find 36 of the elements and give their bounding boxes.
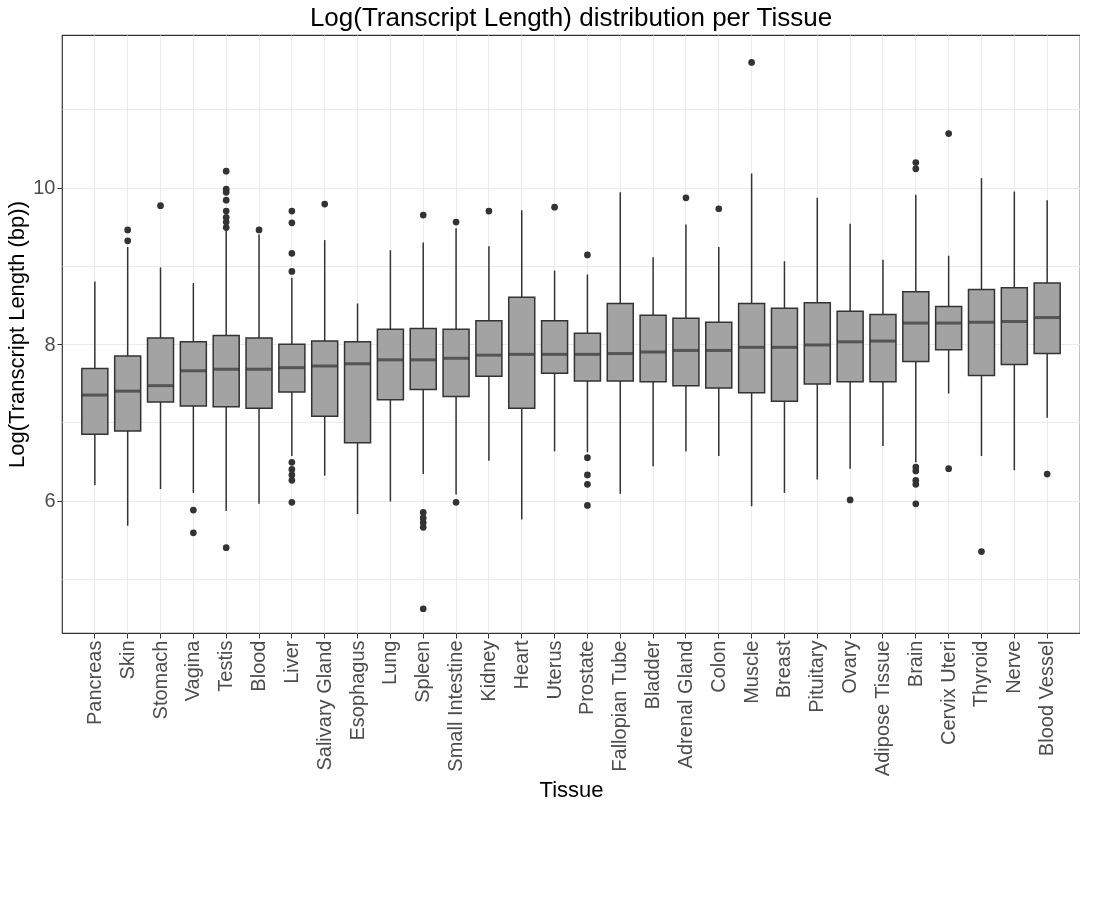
x-tick-label: Bladder <box>641 640 664 710</box>
x-tick-label: Muscle <box>739 640 762 704</box>
x-tick-label: Adrenal Gland <box>673 640 696 769</box>
x-tick-label: Vagina <box>181 639 204 702</box>
x-tick-label: Breast <box>772 640 795 699</box>
x-tick-label: Spleen <box>411 640 434 703</box>
x-tick-label: Salivary Gland <box>312 640 335 771</box>
x-tick-label: Lung <box>378 640 401 685</box>
x-tick-label: Prostate <box>575 640 598 715</box>
x-tick-label: Brain <box>903 640 926 688</box>
x-tick-label: Nerve <box>1002 640 1025 694</box>
y-tick-label: 10 <box>33 176 56 199</box>
x-tick-label: Stomach <box>148 640 171 720</box>
x-tick-label: Fallopian Tube <box>608 640 631 772</box>
x-tick-label: Skin <box>115 640 138 680</box>
y-tick-label: 6 <box>44 489 56 512</box>
x-tick-label: Heart <box>509 640 532 690</box>
x-axis-title: Tissue <box>539 777 604 803</box>
x-tick-label: Pituitary <box>805 640 828 713</box>
x-tick-label: Uterus <box>542 640 565 700</box>
x-tick-label: Pancreas <box>82 640 105 725</box>
chart-title: Log(Transcript Length) distribution per Tissue <box>309 2 833 32</box>
x-tick-label: Blood <box>247 640 270 692</box>
y-tick-label: 8 <box>44 332 56 355</box>
x-tick-label: Thyroid <box>969 640 992 708</box>
x-tick-label: Blood Vessel <box>1035 640 1058 757</box>
x-tick-label: Adipose Tissue <box>870 640 893 777</box>
x-tick-label: Testis <box>214 640 237 692</box>
x-tick-label: Cervix Uteri <box>936 640 959 745</box>
x-tick-label: Liver <box>279 640 302 684</box>
y-axis-title: Log(Transcript Length (bp)) <box>4 201 30 468</box>
x-tick-label: Ovary <box>838 640 861 694</box>
x-tick-label: Small Intestine <box>444 640 467 772</box>
x-tick-label: Kidney <box>476 640 499 702</box>
x-tick-label: Esophagus <box>345 640 368 741</box>
x-tick-label: Colon <box>706 640 729 693</box>
